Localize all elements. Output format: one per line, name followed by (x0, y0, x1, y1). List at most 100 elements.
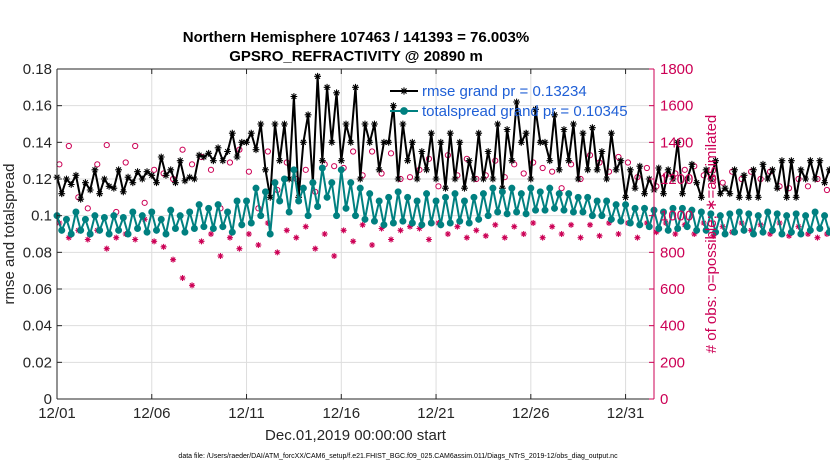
rmse-point (721, 184, 729, 192)
assimilated-obs-point (444, 231, 451, 237)
totalspread-point (153, 226, 160, 234)
chart-title: Northern Hemisphere 107463 / 141393 = 76… (183, 29, 529, 65)
assimilated-obs-point (454, 223, 461, 230)
assimilated-obs-point (170, 256, 177, 263)
rmse-point (110, 184, 118, 192)
possible-obs-point (615, 153, 622, 161)
totalspread-point (247, 219, 255, 227)
totalspread-point (408, 219, 416, 227)
assimilated-obs-point (577, 234, 584, 241)
possible-obs-point (567, 161, 575, 168)
rmse-point (792, 193, 800, 201)
totalspread-point (309, 179, 317, 187)
totalspread-point (96, 226, 104, 234)
assimilated-obs-point (84, 236, 91, 243)
y-tick-label-left: 0.1 (31, 208, 52, 225)
rmse-point (750, 166, 757, 174)
possible-obs-point (141, 199, 148, 206)
totalspread-point (266, 230, 274, 238)
rmse-point (494, 120, 502, 128)
totalspread-point (352, 212, 359, 220)
rmse-point (186, 173, 194, 181)
totalspread-point (778, 230, 786, 238)
rmse-point (517, 138, 525, 146)
assimilated-obs-point (425, 236, 432, 243)
y-tick-label-left: 0.14 (23, 134, 52, 151)
x-tick-label: 12/21 (417, 405, 455, 422)
rmse-point (247, 129, 255, 137)
assimilated-obs-point (511, 223, 518, 230)
totalspread-point (754, 212, 762, 220)
totalspread-point (631, 204, 639, 212)
rmse-point (209, 157, 217, 165)
possible-obs-point (331, 163, 338, 170)
rmse-point (214, 144, 222, 152)
totalspread-point (626, 219, 634, 227)
rmse-point (58, 190, 66, 198)
rmse-point (683, 175, 691, 183)
rmse-point (252, 146, 260, 154)
rmse-point (740, 171, 748, 179)
assimilated-obs-point (189, 282, 196, 289)
totalspread-point (337, 166, 345, 174)
totalspread-point (67, 230, 75, 238)
y-tick-label-right: 1000 (660, 208, 693, 225)
possible-obs-point (264, 148, 271, 155)
rmse-point (574, 175, 582, 183)
rmse-point (418, 148, 426, 155)
possible-obs-point (103, 141, 110, 149)
rmse-point (570, 120, 577, 128)
rmse-point (100, 175, 108, 183)
totalspread-point (607, 215, 615, 223)
x-ticks: 12/01 12/06 12/11 12/16 12/21 12/26 12/31 (38, 69, 644, 422)
assimilated-obs-point (274, 249, 281, 256)
rmse-point (72, 171, 80, 179)
rmse-line (56, 76, 830, 200)
rmse-point (337, 157, 345, 165)
possible-obs-point (245, 168, 252, 175)
rmse-point (560, 126, 568, 133)
totalspread-point (764, 208, 772, 216)
totalspread-point (100, 214, 108, 221)
legend: rmse grand pr = 0.13234 totalspread grand… (390, 83, 628, 120)
totalspread-point (697, 208, 705, 216)
rmse-point (589, 124, 596, 132)
totalspread-point (404, 193, 412, 201)
rmse-point (105, 182, 113, 190)
assimilated-obs-point (767, 231, 774, 237)
rmse-point (816, 157, 824, 165)
rmse-point (347, 138, 355, 146)
totalspread-point (134, 225, 142, 232)
rmse-point (290, 93, 298, 100)
assimilated-obs-point (814, 234, 821, 241)
totalspread-point (342, 204, 350, 212)
rmse-point (612, 166, 620, 174)
totalspread-point (62, 215, 70, 223)
assimilated-obs-point (463, 234, 470, 241)
x-tick-label: 12/11 (228, 405, 264, 422)
totalspread-point (731, 228, 739, 236)
totalspread-point (740, 226, 748, 234)
possible-obs-point (539, 164, 546, 172)
totalspread-point (636, 221, 644, 229)
title-line-2: GPSRO_REFRACTIVITY @ 20890 m (229, 48, 483, 65)
rmse-point (806, 157, 814, 165)
totalspread-point (86, 230, 94, 238)
totalspread-point (669, 204, 677, 212)
totalspread-point (228, 228, 236, 236)
assimilated-obs-point (369, 242, 376, 248)
totalspread-point (446, 219, 454, 227)
rmse-point (67, 181, 75, 188)
totalspread-point (261, 188, 269, 196)
rmse-point (669, 175, 677, 183)
assimilated-obs-point (207, 231, 214, 237)
totalspread-point (664, 226, 672, 234)
rmse-point (584, 166, 592, 174)
rmse-point (134, 168, 141, 176)
rmse-point (138, 175, 146, 183)
rmse-point (735, 193, 743, 201)
rmse-point (802, 175, 810, 183)
rmse-point (318, 157, 326, 165)
rmse-point (238, 138, 246, 146)
rmse-point (157, 153, 165, 161)
